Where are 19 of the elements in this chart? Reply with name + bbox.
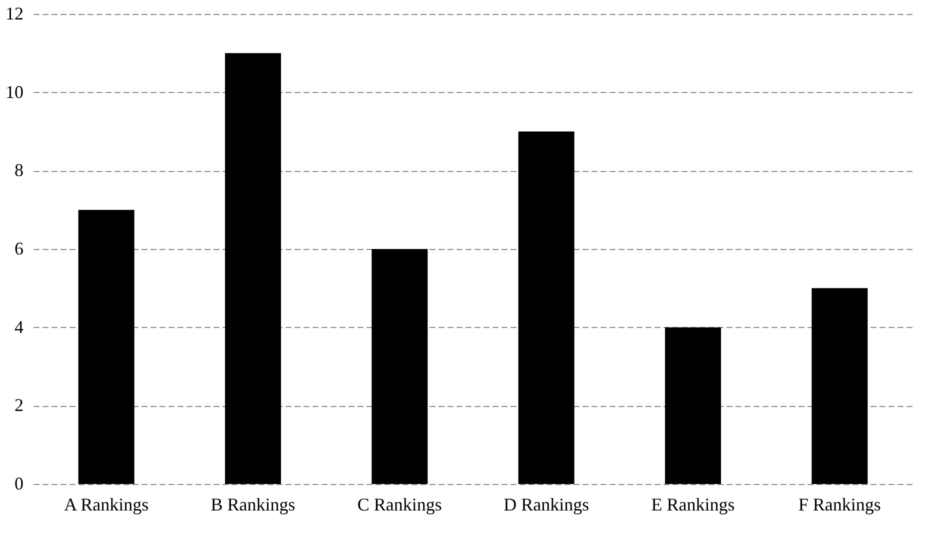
bar: [78, 210, 134, 484]
x-tick-label: C Rankings: [357, 494, 442, 514]
y-tick-label: 0: [14, 474, 24, 494]
y-tick-label: 12: [6, 4, 24, 24]
y-tick-label: 4: [14, 316, 24, 337]
y-tick-label: 2: [14, 395, 24, 416]
x-tick-label: F Rankings: [798, 494, 881, 514]
bar: [665, 327, 721, 484]
bar: [372, 249, 428, 484]
bar: [225, 53, 281, 484]
x-tick-label: E Rankings: [651, 494, 735, 514]
y-tick-label: 6: [14, 238, 24, 258]
bar: [518, 132, 574, 484]
y-tick-label: 8: [14, 160, 24, 180]
bar: [812, 288, 868, 484]
x-tick-label: D Rankings: [504, 494, 590, 514]
x-tick-label: A Rankings: [64, 494, 149, 514]
x-tick-label: B Rankings: [210, 494, 296, 514]
y-tick-label: 10: [6, 82, 24, 102]
